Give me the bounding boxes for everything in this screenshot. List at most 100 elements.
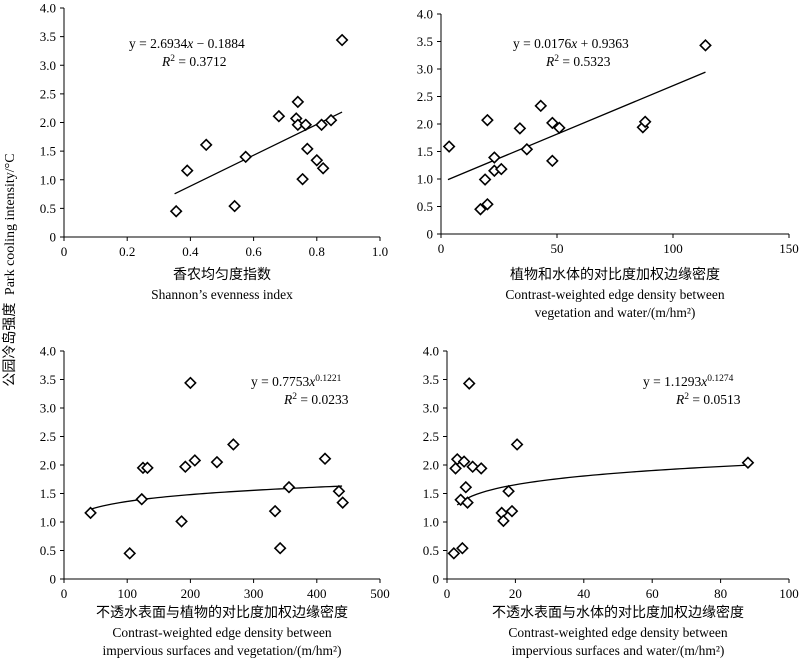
data-point bbox=[310, 153, 324, 167]
y-tick-label: 4.0 bbox=[417, 7, 433, 22]
x-tick-label: 150 bbox=[779, 241, 799, 256]
data-point bbox=[510, 438, 524, 451]
x-tick-label: 0.2 bbox=[119, 244, 135, 259]
x-tick-label: 400 bbox=[307, 586, 327, 601]
data-point bbox=[488, 151, 501, 164]
data-point bbox=[135, 492, 149, 506]
y-tick-label: 1.5 bbox=[423, 486, 439, 501]
data-point bbox=[188, 454, 202, 467]
y-tick-label: 0 bbox=[427, 227, 434, 242]
fit-equation-var: x bbox=[570, 36, 577, 51]
fit-equation-intercept: − 0.1884 bbox=[193, 36, 245, 51]
fit-equation-coef: y = 1.1293 bbox=[643, 374, 701, 389]
fit-equation-exponent: 0.1274 bbox=[707, 374, 733, 384]
data-point bbox=[141, 461, 154, 475]
y-tick-label: 0.5 bbox=[40, 201, 56, 216]
data-point bbox=[282, 480, 296, 494]
y-tick-label: 4.0 bbox=[40, 344, 56, 359]
data-point bbox=[457, 455, 471, 468]
x-tick-label: 0.8 bbox=[309, 244, 325, 259]
data-point bbox=[494, 162, 508, 176]
x-axis-label-cn: 植物和水体的对比度加权边缘密度 bbox=[510, 266, 720, 283]
data-point bbox=[513, 122, 527, 135]
data-point bbox=[210, 455, 224, 469]
y-tick-label: 3.0 bbox=[40, 401, 56, 416]
y-tick-label: 1.5 bbox=[40, 144, 56, 159]
fit-equation-exponent: 0.1221 bbox=[315, 374, 341, 384]
x-axis-label-en: impervious surfaces and vegetation/(m/hm… bbox=[102, 643, 341, 658]
fit-r-squared: R2 = 0.0513 bbox=[675, 392, 741, 407]
x-tick-label: 100 bbox=[663, 241, 683, 256]
data-point bbox=[299, 118, 313, 132]
trend-line bbox=[447, 71, 706, 181]
r-squared-symbol: R bbox=[675, 392, 685, 407]
y-tick-label: 2.5 bbox=[417, 89, 433, 104]
r-squared-value: = 0.0513 bbox=[689, 392, 741, 407]
r-squared-exponent: 2 bbox=[684, 392, 689, 402]
x-tick-label: 1.0 bbox=[372, 244, 388, 259]
data-point bbox=[638, 115, 652, 129]
data-point bbox=[268, 504, 282, 518]
data-point bbox=[123, 547, 137, 560]
fit-equation-coef: y = 0.0176 bbox=[513, 36, 571, 51]
data-point bbox=[478, 173, 492, 186]
fit-r-squared: R2 = 0.0233 bbox=[283, 392, 349, 407]
y-tick-label: 3.0 bbox=[417, 62, 433, 77]
fit-r-squared: R2 = 0.3712 bbox=[161, 54, 227, 69]
y-tick-label: 3.5 bbox=[40, 372, 56, 387]
data-point bbox=[228, 199, 241, 213]
trend-line bbox=[90, 485, 343, 510]
data-point bbox=[552, 121, 566, 135]
y-tick-label: 1.0 bbox=[417, 172, 433, 187]
data-point bbox=[324, 113, 338, 127]
r-squared-exponent: 2 bbox=[292, 392, 297, 402]
x-tick-label: 100 bbox=[117, 586, 137, 601]
y-tick-label: 4.0 bbox=[423, 344, 439, 359]
fit-equation: y = 2.6934x − 0.1884 bbox=[129, 36, 245, 51]
data-point bbox=[84, 506, 97, 520]
y-tick-label: 2.0 bbox=[417, 117, 433, 132]
x-axis-label-en: Contrast-weighted edge density between bbox=[508, 625, 728, 640]
y-tick-label: 0 bbox=[433, 572, 440, 587]
fit-equation-coef: y = 2.6934 bbox=[129, 36, 187, 51]
data-point bbox=[474, 462, 488, 475]
fit-r-squared: R2 = 0.5323 bbox=[545, 54, 611, 69]
r-squared-symbol: R bbox=[283, 392, 293, 407]
data-point bbox=[184, 376, 197, 390]
data-point bbox=[291, 95, 305, 109]
data-point bbox=[481, 113, 494, 127]
y-tick-label: 3.5 bbox=[40, 29, 56, 44]
x-tick-label: 40 bbox=[577, 586, 590, 601]
trend-line bbox=[174, 111, 343, 195]
data-point bbox=[199, 138, 213, 152]
y-tick-label: 0 bbox=[50, 230, 57, 245]
r-squared-value: = 0.0233 bbox=[297, 392, 349, 407]
x-tick-label: 200 bbox=[181, 586, 201, 601]
data-point bbox=[505, 504, 519, 518]
x-axis-label-cn: 香农均匀度指数 bbox=[173, 267, 271, 283]
y-tick-label: 0.5 bbox=[40, 543, 56, 558]
x-tick-label: 500 bbox=[370, 586, 390, 601]
data-point bbox=[316, 161, 330, 175]
data-point bbox=[534, 99, 548, 113]
r-squared-symbol: R bbox=[161, 54, 171, 69]
data-point bbox=[546, 116, 559, 130]
data-point bbox=[481, 197, 494, 211]
trend-line bbox=[456, 464, 748, 506]
y-tick-label: 2.0 bbox=[40, 115, 56, 130]
data-point bbox=[335, 33, 349, 47]
data-point bbox=[461, 496, 474, 509]
r-squared-value: = 0.3712 bbox=[175, 54, 227, 69]
x-tick-label: 0.6 bbox=[245, 244, 262, 259]
x-tick-label: 50 bbox=[551, 241, 564, 256]
x-axis-label-en: Shannon’s evenness index bbox=[151, 287, 293, 302]
x-tick-label: 0.4 bbox=[182, 244, 199, 259]
x-tick-label: 60 bbox=[646, 586, 659, 601]
data-point bbox=[502, 484, 515, 498]
data-point bbox=[175, 515, 188, 528]
data-point bbox=[179, 460, 192, 474]
data-point bbox=[272, 109, 286, 123]
x-tick-label: 100 bbox=[779, 586, 799, 601]
data-point bbox=[459, 480, 473, 494]
fit-equation-intercept: + 0.9363 bbox=[577, 36, 629, 51]
